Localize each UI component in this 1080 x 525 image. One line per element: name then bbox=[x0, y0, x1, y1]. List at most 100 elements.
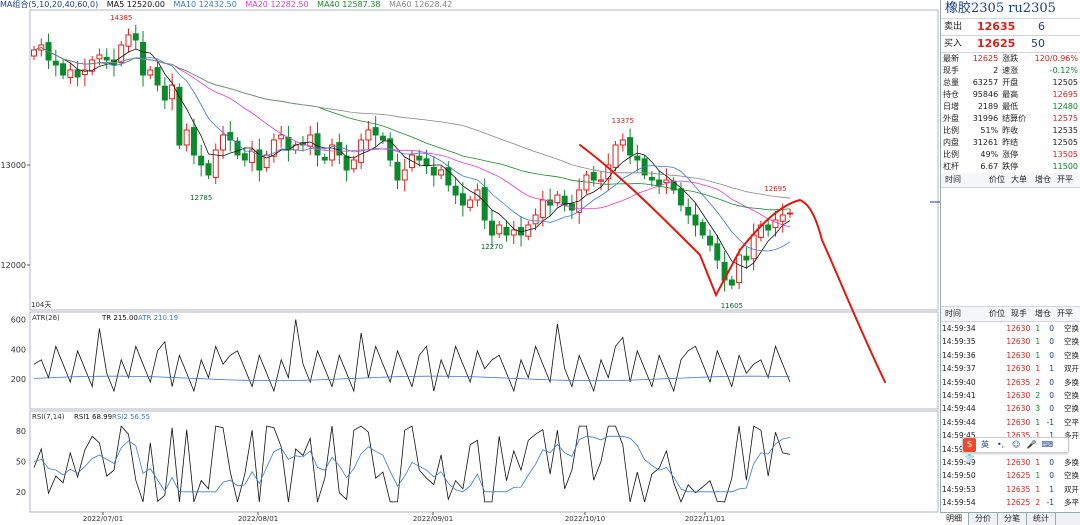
tick-row: 14:59:44 12630 1 -1 空平 bbox=[941, 416, 1080, 429]
buy-row[interactable]: 买入 12625 50 bbox=[941, 35, 1080, 52]
column-header[interactable]: 开平 bbox=[1057, 309, 1073, 318]
candle-body bbox=[198, 155, 205, 166]
candle-body bbox=[336, 142, 343, 156]
quote-value: 31996 bbox=[972, 114, 999, 123]
candle-body bbox=[634, 155, 641, 161]
candle-body bbox=[532, 214, 539, 225]
tick-row: 14:59:49 12630 1 0 多换 bbox=[941, 456, 1080, 469]
candle-body bbox=[496, 224, 503, 235]
ime-emoji-icon[interactable]: ☺ bbox=[1011, 440, 1021, 449]
quote-label: 涨停 bbox=[1002, 150, 1019, 159]
ime-lang[interactable]: 英 bbox=[981, 440, 990, 449]
candle-body bbox=[787, 212, 793, 215]
atr-pane bbox=[29, 311, 939, 410]
quote-label: 最新 bbox=[943, 54, 959, 63]
candle-body bbox=[598, 179, 604, 182]
atr-line bbox=[33, 375, 791, 381]
column-header[interactable]: 大单 bbox=[1011, 175, 1027, 184]
column-header[interactable]: 价位 bbox=[989, 175, 1005, 184]
quote-label: 杠杆 bbox=[943, 162, 959, 171]
column-header[interactable]: 增仓 bbox=[1035, 309, 1051, 318]
annotation-high: 12695 bbox=[764, 185, 786, 193]
rsi-axis-label: 50 bbox=[16, 458, 26, 467]
column-header[interactable]: 开平 bbox=[1057, 175, 1073, 184]
minute-header: 时间 价位 大单 增仓 开平 bbox=[941, 173, 1080, 188]
quote-value: 49% bbox=[980, 150, 999, 159]
tick-cell: 14:59:40 bbox=[942, 377, 976, 387]
ime-toolbar[interactable]: S 英 •, ☺ 🎤 ⌨ 👕 bbox=[962, 437, 1069, 463]
ime-skin-icon[interactable]: 👕 bbox=[964, 454, 975, 463]
contract-title: 橡胶2305 ru2305 bbox=[941, 0, 1080, 19]
candle-body bbox=[554, 194, 561, 204]
quote-table: 最新 12625 涨跌 120/0.96% 现手 2 速涨 -0.12% 总量 63257 开盘 12… bbox=[941, 53, 1080, 173]
ime-keyboard-icon[interactable]: ⌨ bbox=[1041, 440, 1053, 449]
tick-cell: 多换 bbox=[1064, 458, 1079, 468]
rsi-legend: RSI(7,14) bbox=[32, 413, 65, 421]
candle-body bbox=[220, 134, 226, 151]
ime-punct-icon[interactable]: •, bbox=[996, 440, 1005, 449]
candle-body bbox=[539, 199, 546, 218]
quote-value: 95846 bbox=[972, 90, 999, 99]
tick-cell: 14:59:44 bbox=[942, 417, 976, 427]
candle-body bbox=[270, 139, 277, 157]
tab-3[interactable]: 统计 bbox=[1027, 513, 1056, 525]
candle-body bbox=[234, 140, 241, 156]
quote-row: 内盘 31261 昨结 12505 bbox=[941, 137, 1080, 149]
candle-body bbox=[132, 33, 139, 41]
candle-body bbox=[249, 149, 256, 163]
ma-indicator-label[interactable]: MA组合(5,10,20,40,60,0) bbox=[0, 0, 99, 9]
price-chart[interactable]: 13000 12000 14385 12785 12270 13375 11605 12695… bbox=[0, 0, 940, 524]
quote-value: 51% bbox=[980, 126, 999, 135]
candle-body bbox=[699, 222, 706, 236]
drawn-trend-line[interactable] bbox=[579, 144, 886, 383]
column-header[interactable]: 时间 bbox=[945, 309, 961, 318]
column-header[interactable]: 现手 bbox=[1011, 309, 1027, 318]
tick-cell: 12630 bbox=[1006, 417, 1031, 427]
ime-logo-icon[interactable]: S bbox=[963, 438, 976, 452]
candle-body bbox=[125, 34, 132, 47]
quote-value: 120/0.96% bbox=[1034, 54, 1078, 63]
tick-cell: 14:59:53 bbox=[942, 484, 976, 494]
tick-cell: 12630 bbox=[1006, 391, 1031, 401]
candle-body bbox=[714, 243, 721, 261]
tab-2[interactable]: 分笔 bbox=[998, 513, 1027, 525]
tick-cell: 14:59:50 bbox=[942, 471, 976, 481]
tab-0[interactable]: 明细 bbox=[940, 513, 969, 525]
quote-label: 开盘 bbox=[1002, 78, 1019, 87]
quote-value: 12505 bbox=[1052, 78, 1078, 87]
candle-body bbox=[154, 67, 161, 86]
tick-cell: 14:59:4 bbox=[942, 444, 971, 454]
candle-body bbox=[743, 255, 750, 261]
column-header[interactable]: 价位 bbox=[989, 309, 1005, 318]
quote-row: 日增 2189 最低 12480 bbox=[941, 101, 1080, 113]
ma5-value: MA5 12520.00 bbox=[106, 0, 165, 9]
ime-mic-icon[interactable]: 🎤 bbox=[1026, 440, 1037, 449]
quote-label: 昨结 bbox=[1002, 138, 1019, 147]
candle-body bbox=[481, 187, 488, 221]
candle-body bbox=[430, 166, 437, 176]
candle-body bbox=[96, 54, 103, 60]
ma20-value: MA20 12282.50 bbox=[245, 0, 309, 9]
bar-count: 104天 bbox=[31, 301, 51, 309]
quote-row: 比例 49% 涨停 13505 bbox=[941, 149, 1080, 161]
tick-cell: 1 bbox=[1035, 458, 1041, 468]
sell-row[interactable]: 卖出 12635 6 bbox=[941, 19, 1080, 35]
tab-1[interactable]: 分价 bbox=[969, 513, 998, 525]
buy-volume: 50 bbox=[1031, 37, 1045, 50]
column-header[interactable]: 时间 bbox=[945, 175, 961, 184]
ma40-value: MA40 12587.38 bbox=[317, 0, 381, 9]
tick-cell: 14:59:45 bbox=[942, 431, 976, 441]
column-header[interactable]: 增仓 bbox=[1035, 175, 1051, 184]
tick-row: 14:59:40 12635 2 0 多换 bbox=[941, 376, 1080, 389]
tick-cell: 双开 bbox=[1064, 484, 1079, 494]
quote-value: 63257 bbox=[972, 78, 999, 87]
atr-axis-label: 400 bbox=[11, 345, 26, 354]
tr-line bbox=[33, 319, 791, 393]
tick-cell: 1 bbox=[1049, 364, 1055, 374]
tick-cell: 14:59:35 bbox=[942, 337, 976, 347]
date-label: 2022/11/01 bbox=[685, 515, 725, 523]
candle-body bbox=[321, 156, 328, 161]
candle-body bbox=[467, 199, 474, 208]
tick-cell: 1 bbox=[1035, 471, 1041, 481]
candle-body bbox=[438, 169, 445, 176]
